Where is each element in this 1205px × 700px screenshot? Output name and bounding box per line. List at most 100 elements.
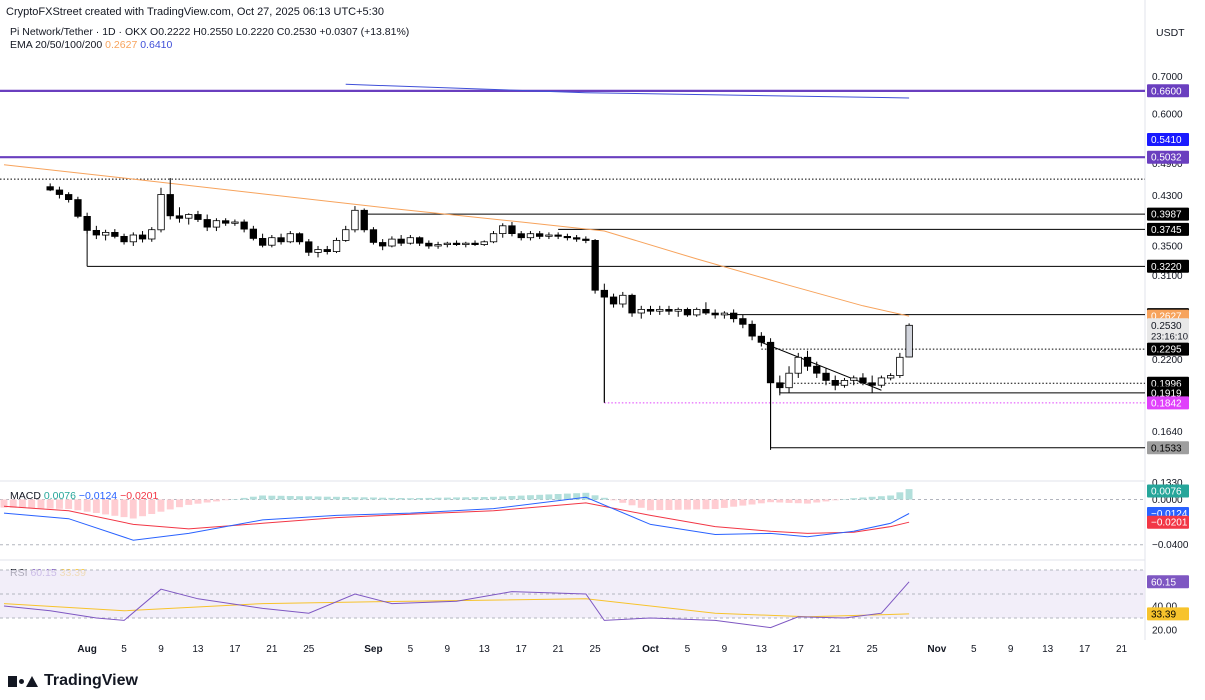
time-axis-tick-label: 25 [590,644,602,655]
price-tag: 0.2295 [1151,345,1182,356]
macd-histogram-bar [19,499,26,508]
candle-body [896,356,904,376]
macd-histogram-bar [665,499,673,510]
candle-body [221,220,230,224]
macd-histogram-bar [102,499,109,515]
macd-histogram-bar [720,499,728,508]
candle-body [526,233,535,239]
ohlc-open: O0.2222 [150,26,191,38]
candle-body [499,225,507,235]
time-axis-tick-label: 9 [722,644,728,655]
candle-body [268,237,276,246]
tradingview-logo[interactable]: TradingView [8,672,138,690]
candle-body [342,229,350,241]
macd-histogram-bar [868,496,876,500]
macd-tag-bg [1147,484,1189,498]
currency-label[interactable]: USDT [1156,27,1185,39]
candle-body [148,229,156,240]
macd-histogram-bar [508,496,516,500]
candle-body [517,233,525,239]
macd-histogram-bar [610,499,617,501]
candle-body [545,234,553,237]
macd-histogram-bar [83,499,91,512]
macd-value: 0.0076 [43,490,76,502]
time-axis-tick-label: 17 [793,644,805,655]
time-axis-tick-label: 17 [1079,644,1091,655]
macd-legend[interactable]: MACD 0.0076 −0.0124 −0.0201 [10,490,158,502]
candle-body [415,237,424,244]
candle-body [277,237,285,243]
price-tag: 0.1919 [1151,388,1182,399]
candle-body [55,189,64,195]
price-tag: 0.3745 [1151,225,1182,236]
time-axis-tick-label: 17 [516,644,528,655]
rsi-tag: 33.39 [1151,609,1176,620]
candle-body [877,377,886,386]
ohlc-close: C0.2530 [276,26,317,38]
macd-axis-tick-label: 0.0000 [1152,495,1183,506]
time-axis-tick-label: 25 [867,644,879,655]
candle-body [859,377,867,384]
macd-histogram-bar [877,496,885,500]
macd-histogram-bar [65,499,73,509]
candle-body [295,233,304,243]
ema-legend[interactable]: EMA 20/50/100/200 0.2627 0.6410 [10,39,172,51]
candle-body [83,215,91,231]
macd-histogram-bar [231,499,239,500]
macd-signal-value: −0.0124 [78,490,118,502]
candle-body [683,308,692,316]
macd-histogram-bar [674,499,682,510]
macd-histogram-bar [176,499,183,508]
candle-body [397,238,405,244]
macd-histogram-bar [887,495,895,500]
ema-value-100: 0.2627 [105,39,138,51]
price-tag: 0.6600 [1151,86,1182,97]
chart-credit: CryptoFXStreet created with TradingView.… [6,6,384,18]
candle-body [185,214,193,219]
candle-body [286,233,295,243]
symbol-name[interactable]: Pi Network/Tether · 1D · OKX [10,26,148,38]
macd-histogram-bar [757,499,765,504]
macd-histogram-bar [194,499,202,504]
price-tag-bg [1147,150,1189,164]
macd-histogram-bar [453,497,460,500]
candle-body [129,234,138,243]
macd-histogram-bar [305,496,313,500]
candle-body [840,379,849,386]
price-tag: 0.1842 [1151,398,1182,409]
price-tag-bg [1147,222,1189,236]
rsi-axis-tick-label: 40.00 [1152,602,1177,613]
price-tag-bg [1147,386,1189,400]
price-tag: 0.1996 [1151,379,1182,390]
candle-body [739,318,747,325]
price-tag: 0.3220 [1151,262,1182,273]
macd-histogram-bar [711,499,719,509]
macd-histogram-bar [9,499,17,508]
time-axis-tick-label: 5 [408,644,414,655]
macd-histogram-bar [92,499,100,513]
macd-histogram-bar [702,499,710,510]
macd-histogram-bar [56,499,63,509]
price-axis-tick-label: 0.2200 [1152,355,1183,366]
macd-histogram-bar [600,497,608,500]
candle-body [600,289,608,298]
macd-histogram-bar [730,499,738,507]
candle-body [166,194,174,217]
macd-histogram-bar [480,497,488,500]
macd-histogram-bar [831,499,839,501]
candle-body [665,308,673,312]
macd-histogram-bar [0,499,8,508]
price-tag: 0.5410 [1151,135,1182,146]
rsi-ma-line [3,598,910,618]
macd-hist-value: −0.0201 [120,490,159,502]
macd-histogram-bar [841,499,848,500]
macd-histogram-bar [120,499,128,518]
candle-body [102,231,110,236]
macd-histogram-bar [850,498,858,500]
macd-histogram-bar [794,499,802,504]
macd-histogram-bar [425,497,433,500]
time-axis-tick-label: 5 [971,644,977,655]
candle-body [138,234,147,240]
macd-histogram-bar [554,494,562,500]
